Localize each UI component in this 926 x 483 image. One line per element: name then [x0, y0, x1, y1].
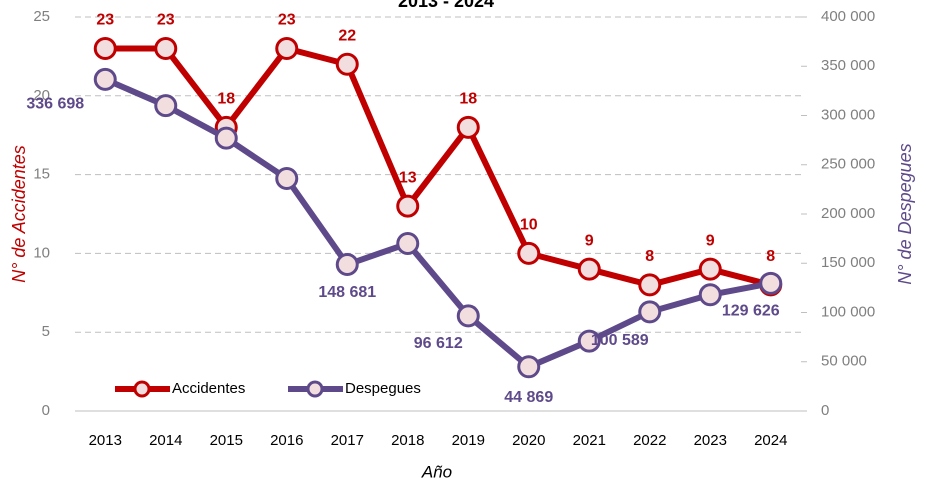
data-label: 23	[278, 12, 296, 29]
marker	[698, 257, 722, 281]
x-tick-label: 2019	[452, 432, 485, 449]
marker	[396, 232, 420, 256]
x-tick-label: 2024	[754, 432, 787, 449]
legend-marker	[133, 380, 151, 398]
y2-tick-label: 400 000	[821, 8, 875, 25]
series-line	[104, 76, 772, 370]
data-label: 8	[766, 248, 775, 265]
marker	[275, 37, 299, 61]
marker	[638, 300, 662, 324]
y-tick-label: 20	[33, 87, 50, 104]
y2-tick-label: 50 000	[821, 353, 867, 370]
y2-tick-label: 350 000	[821, 57, 875, 74]
marker	[154, 37, 178, 61]
marker	[517, 355, 541, 379]
data-label: 23	[96, 12, 114, 29]
x-tick-label: 2015	[210, 432, 243, 449]
x-tick-label: 2020	[512, 432, 545, 449]
y-tick-label: 25	[33, 8, 50, 25]
x-axis-label: Año	[421, 462, 452, 481]
y-tick-label: 0	[42, 402, 50, 419]
y2-tick-label: 300 000	[821, 106, 875, 123]
y2-tick-label: 200 000	[821, 205, 875, 222]
y-axis-label: N° de Accidentes	[9, 145, 29, 283]
x-tick-label: 2023	[694, 432, 727, 449]
marker	[577, 257, 601, 281]
x-tick-label: 2017	[331, 432, 364, 449]
data-label: 100 589	[591, 332, 649, 349]
x-tick-label: 2022	[633, 432, 666, 449]
data-label: 336 698	[26, 96, 84, 113]
x-tick-label: 2018	[391, 432, 424, 449]
marker	[93, 67, 117, 91]
marker	[335, 52, 359, 76]
marker	[456, 115, 480, 139]
x-tick-label: 2021	[573, 432, 606, 449]
marker	[456, 304, 480, 328]
chart-title: 2013 - 2024	[398, 0, 494, 11]
marker	[214, 126, 238, 150]
x-tick-label: 2016	[270, 432, 303, 449]
y2-tick-label: 0	[821, 402, 829, 419]
marker	[698, 283, 722, 307]
y-tick-label: 5	[42, 323, 50, 340]
marker	[517, 241, 541, 265]
legend-label: Despegues	[345, 380, 421, 397]
y2-tick-label: 250 000	[821, 156, 875, 173]
x-tick-label: 2014	[149, 432, 182, 449]
data-label: 18	[459, 91, 477, 108]
y-tick-label: 10	[33, 244, 50, 261]
data-label: 9	[585, 232, 594, 249]
y2-tick-label: 100 000	[821, 303, 875, 320]
data-label: 148 681	[318, 284, 376, 301]
data-label: 10	[520, 217, 538, 234]
marker	[577, 329, 601, 353]
legend-label: Accidentes	[172, 380, 245, 397]
data-label: 96 612	[414, 335, 463, 352]
data-label: 18	[217, 91, 235, 108]
y2-tick-label: 150 000	[821, 254, 875, 271]
data-label: 23	[157, 12, 175, 29]
x-tick-label: 2013	[89, 432, 122, 449]
marker	[638, 273, 662, 297]
legend-marker	[306, 380, 324, 398]
data-label: 44 869	[504, 389, 553, 406]
data-label: 9	[706, 232, 715, 249]
marker	[275, 167, 299, 191]
marker	[396, 194, 420, 218]
marker	[154, 94, 178, 118]
marker	[759, 271, 783, 295]
data-label: 13	[399, 169, 417, 186]
marker	[93, 37, 117, 61]
y2-axis-label: N° de Despegues	[895, 143, 915, 284]
marker	[335, 253, 359, 277]
data-label: 22	[338, 27, 356, 44]
data-label: 129 626	[722, 303, 780, 320]
y-tick-label: 15	[33, 166, 50, 183]
series-line	[105, 45, 772, 288]
data-label: 8	[645, 248, 654, 265]
